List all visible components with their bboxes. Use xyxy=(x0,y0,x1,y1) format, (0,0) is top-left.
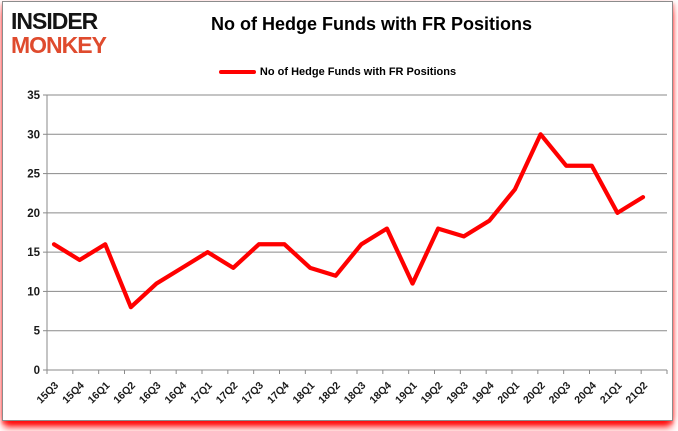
x-tick-label: 16Q2 xyxy=(111,380,138,407)
x-tick-label: 17Q1 xyxy=(188,380,215,407)
x-tick-label: 18Q2 xyxy=(316,380,343,407)
x-tick-label: 21Q2 xyxy=(624,380,651,407)
insider-monkey-logo: INSIDER MONKEY xyxy=(11,8,107,58)
x-tick-label: 16Q1 xyxy=(86,380,113,407)
chart-title: No of Hedge Funds with FR Positions xyxy=(211,14,532,34)
x-tick-label: 20Q4 xyxy=(572,380,599,407)
logo-text-insider: INSIDER xyxy=(11,8,98,34)
x-tick-label: 21Q1 xyxy=(598,380,625,407)
positions-line-chart: 0510152025303515Q315Q416Q116Q216Q316Q417… xyxy=(27,90,668,407)
x-tick-label: 19Q1 xyxy=(393,380,420,407)
legend-label: No of Hedge Funds with FR Positions xyxy=(259,65,457,78)
x-tick-label: 18Q1 xyxy=(291,380,318,407)
y-tick-label: 20 xyxy=(27,208,40,220)
x-tick-label: 20Q2 xyxy=(521,380,548,407)
x-tick-label: 16Q4 xyxy=(163,380,190,407)
x-tick-label: 15Q3 xyxy=(34,380,61,407)
x-tick-label: 18Q3 xyxy=(342,380,369,407)
x-tick-label: 17Q4 xyxy=(265,380,292,407)
x-tick-label: 15Q4 xyxy=(60,380,87,407)
series-line xyxy=(51,132,646,310)
y-tick-label: 30 xyxy=(27,129,40,141)
y-tick-label: 35 xyxy=(27,90,40,102)
x-tick-label: 20Q3 xyxy=(547,380,574,407)
x-tick-label: 19Q2 xyxy=(419,380,446,407)
x-tick-label: 20Q1 xyxy=(495,380,522,407)
x-tick-label: 17Q3 xyxy=(239,380,266,407)
chart-card: INSIDER MONKEY No of Hedge Funds with FR… xyxy=(2,1,673,421)
y-tick-label: 25 xyxy=(27,169,40,181)
y-tick-label: 10 xyxy=(27,286,40,298)
y-tick-label: 0 xyxy=(34,365,40,377)
logo-text-monkey: MONKEY xyxy=(11,32,107,58)
chart-legend: No of Hedge Funds with FR Positions xyxy=(3,63,672,81)
y-tick-label: 5 xyxy=(34,326,41,338)
x-tick-label: 19Q4 xyxy=(470,380,497,407)
legend-line-swatch xyxy=(218,69,256,74)
x-tick-label: 16Q3 xyxy=(137,380,164,407)
x-tick-label: 17Q2 xyxy=(214,380,241,407)
y-tick-label: 15 xyxy=(27,247,40,259)
x-tick-label: 19Q3 xyxy=(444,380,471,407)
x-tick-label: 18Q4 xyxy=(367,380,394,407)
chart-title-row: No of Hedge Funds with FR Positions xyxy=(3,14,672,35)
